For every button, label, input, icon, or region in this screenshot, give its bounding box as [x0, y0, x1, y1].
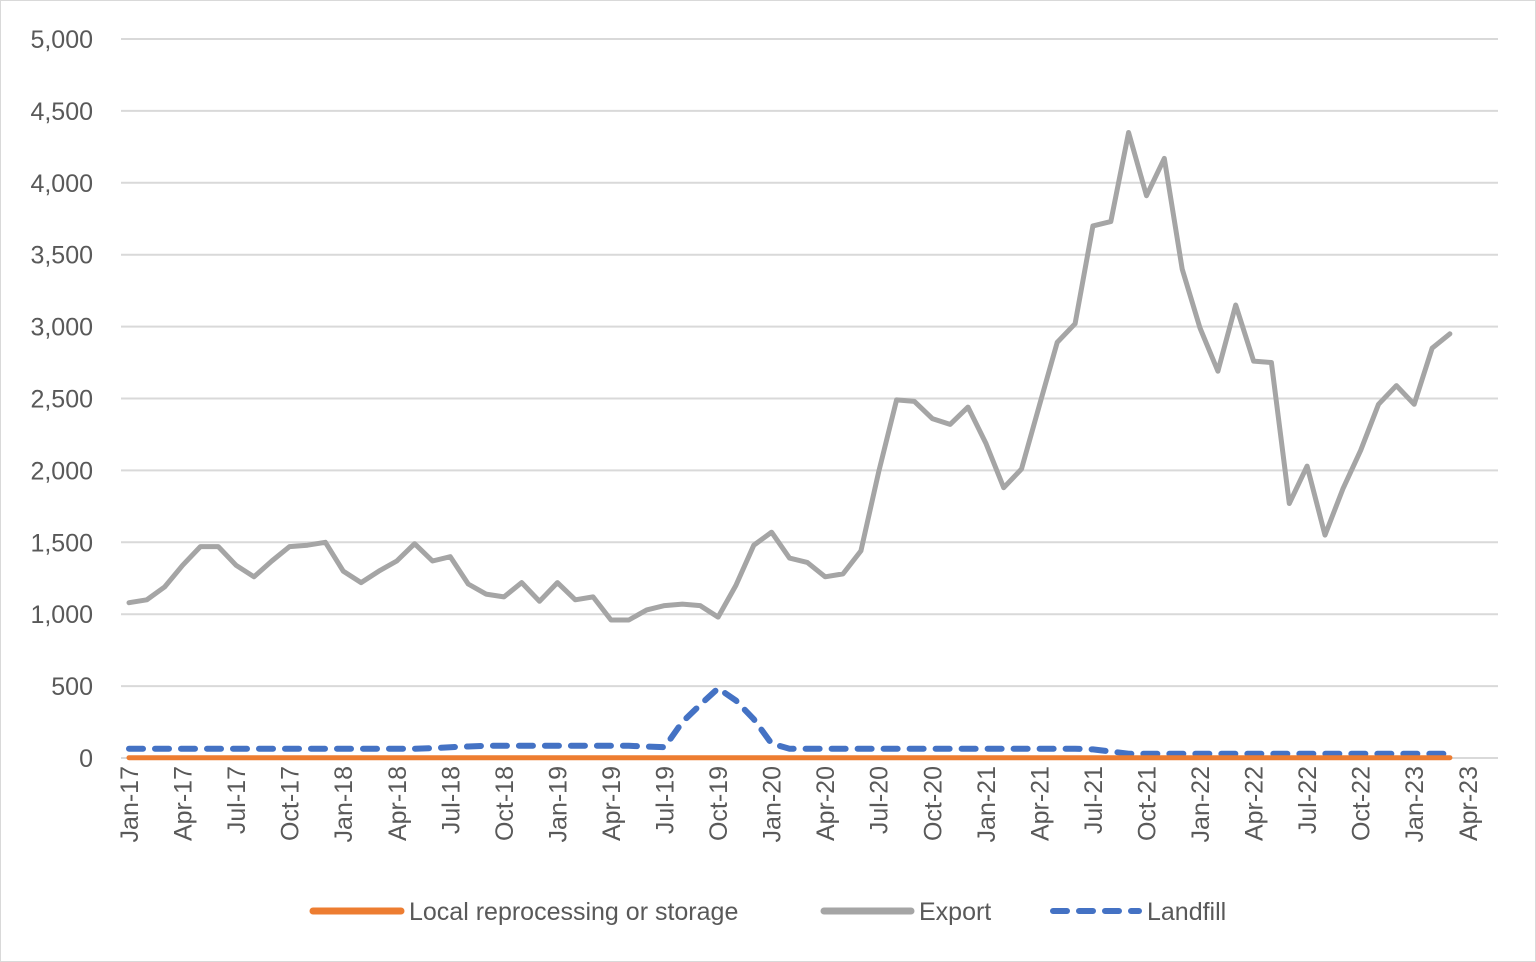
- legend-label: Export: [919, 898, 991, 926]
- x-tick-label: Oct-19: [705, 766, 733, 841]
- y-tick-label: 2,500: [30, 386, 93, 414]
- x-tick-label: Jul-20: [866, 766, 894, 834]
- x-axis-ticks: Jan-17 Apr-17 Jul-17 Oct-17 Jan-18 Apr-18 Jul-…: [116, 766, 1483, 842]
- x-tick-label: Jan-23: [1401, 766, 1429, 842]
- x-tick-label: Apr-23: [1455, 766, 1483, 841]
- x-tick-label: Jul-21: [1080, 766, 1108, 834]
- x-tick-label: Apr-22: [1241, 766, 1269, 841]
- gridlines: [121, 38, 1498, 688]
- y-tick-label: 3,000: [30, 314, 93, 342]
- x-tick-label: Oct-18: [491, 766, 519, 841]
- y-tick-label: 2,000: [30, 457, 93, 485]
- x-tick-label: Jul-19: [652, 766, 680, 834]
- y-tick-label: 0: [79, 745, 93, 773]
- x-tick-label: Oct-21: [1133, 766, 1161, 841]
- x-tick-label: Apr-21: [1026, 766, 1054, 841]
- series-line-landfill: [126, 685, 1453, 757]
- x-tick-label: Jan-21: [973, 766, 1001, 842]
- y-tick-label: 1,000: [30, 601, 93, 629]
- legend: Local reprocessing or storage Export Landf…: [309, 898, 1226, 926]
- x-tick-label: Jan-17: [116, 766, 144, 842]
- x-tick-label: Apr-20: [812, 766, 840, 841]
- x-tick-label: Jan-22: [1187, 766, 1215, 842]
- y-tick-label: 1,500: [30, 529, 93, 557]
- x-tick-label: Oct-17: [277, 766, 305, 841]
- x-tick-label: Jan-19: [544, 766, 572, 842]
- legend-label: Local reprocessing or storage: [409, 898, 738, 926]
- x-tick-label: Apr-18: [384, 766, 412, 841]
- x-tick-label: Apr-19: [598, 766, 626, 841]
- x-tick-label: Jan-18: [330, 766, 358, 842]
- y-tick-label: 4,000: [30, 170, 93, 198]
- x-tick-label: Jan-20: [759, 766, 787, 842]
- x-tick-label: Jul-18: [437, 766, 465, 834]
- x-tick-label: Oct-20: [919, 766, 947, 841]
- series-line-export: [126, 130, 1453, 623]
- series-lines: [126, 130, 1453, 761]
- y-tick-label: 500: [51, 673, 93, 701]
- legend-label: Landfill: [1147, 898, 1226, 926]
- y-axis-ticks: 0 500 1,000 1,500 2,000 2,500 3,000 3,500 4,000 4…: [30, 26, 93, 773]
- x-tick-label: Apr-17: [170, 766, 198, 841]
- y-tick-label: 4,500: [30, 98, 93, 126]
- x-tick-label: Oct-22: [1348, 766, 1376, 841]
- y-tick-label: 3,500: [30, 242, 93, 270]
- y-tick-label: 5,000: [30, 26, 93, 54]
- x-tick-label: Jul-17: [223, 766, 251, 834]
- x-tick-label: Jul-22: [1294, 766, 1322, 834]
